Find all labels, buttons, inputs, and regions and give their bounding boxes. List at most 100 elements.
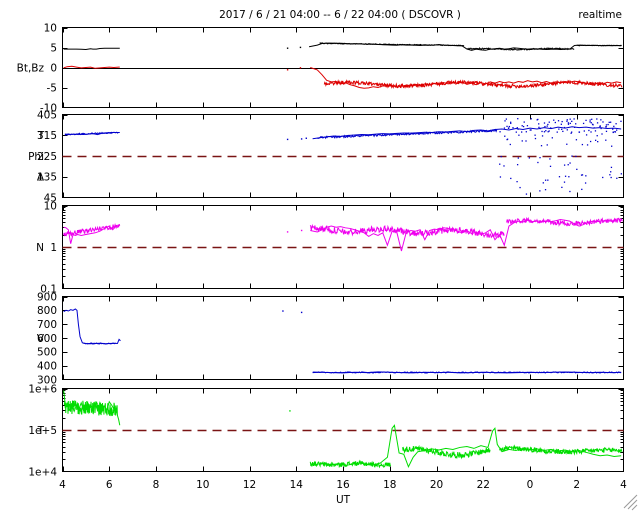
data-point bbox=[517, 157, 519, 159]
trace-t bbox=[63, 390, 622, 469]
y-tick-label: 1e+6 bbox=[28, 383, 57, 395]
data-point bbox=[571, 120, 573, 123]
data-point bbox=[508, 125, 511, 128]
trace-v bbox=[63, 308, 622, 374]
data-point bbox=[550, 127, 552, 129]
data-point bbox=[286, 231, 289, 233]
data-point bbox=[541, 135, 544, 137]
data-point bbox=[589, 140, 592, 143]
data-point bbox=[530, 118, 532, 120]
data-point bbox=[551, 137, 553, 139]
data-point bbox=[516, 180, 518, 183]
panel-phi-theta: 405 315 225 135 45 T Phi A bbox=[28, 109, 624, 204]
data-point bbox=[569, 190, 571, 193]
data-point bbox=[518, 134, 520, 136]
data-point bbox=[596, 118, 598, 120]
data-point bbox=[286, 138, 289, 141]
data-line-detail-temperature bbox=[402, 444, 491, 460]
y-tick-label: -10 bbox=[40, 102, 57, 114]
x-tick-label: 6 bbox=[106, 479, 113, 491]
y-tick-label: 45 bbox=[44, 192, 57, 204]
data-point bbox=[500, 155, 502, 158]
data-point bbox=[521, 131, 523, 133]
data-point bbox=[575, 123, 577, 125]
data-point bbox=[512, 127, 514, 129]
data-point bbox=[584, 182, 587, 184]
data-point bbox=[534, 134, 536, 136]
data-point bbox=[558, 128, 560, 130]
data-line-detail-bt-bz bbox=[323, 79, 623, 90]
data-point bbox=[589, 121, 591, 123]
data-point bbox=[605, 126, 607, 128]
data-point bbox=[575, 155, 577, 158]
data-point bbox=[300, 229, 303, 232]
panel-label: A bbox=[37, 172, 45, 184]
data-point bbox=[300, 138, 303, 140]
sparse-points-bt-bz bbox=[286, 67, 302, 71]
data-point bbox=[578, 131, 580, 133]
data-point bbox=[516, 127, 518, 129]
data-point bbox=[538, 123, 540, 125]
panel-label: N bbox=[36, 242, 44, 254]
data-point bbox=[537, 161, 539, 164]
data-point bbox=[593, 127, 595, 129]
data-point bbox=[563, 126, 566, 129]
data-point bbox=[510, 177, 512, 180]
data-point bbox=[590, 131, 592, 133]
data-point bbox=[503, 165, 505, 167]
data-line-detail-velocity bbox=[312, 371, 622, 374]
y-tick-label: 600 bbox=[37, 333, 57, 345]
data-point bbox=[569, 162, 571, 164]
x-axis-title: UT bbox=[336, 494, 351, 506]
data-point bbox=[581, 143, 584, 146]
data-line-detail-density bbox=[506, 216, 623, 227]
data-point bbox=[300, 311, 303, 314]
data-line-detail-density bbox=[309, 223, 505, 239]
data-point bbox=[570, 132, 572, 134]
data-point bbox=[620, 120, 622, 122]
data-point bbox=[567, 123, 570, 125]
data-point bbox=[592, 124, 594, 126]
data-point bbox=[534, 137, 537, 140]
data-line-detail-phi-theta bbox=[316, 128, 498, 140]
data-point bbox=[599, 125, 601, 127]
data-line bbox=[63, 65, 120, 69]
data-point bbox=[571, 131, 573, 133]
data-point bbox=[600, 127, 602, 130]
data-point bbox=[597, 141, 599, 143]
sparse-points-density bbox=[286, 229, 303, 233]
panel-frame bbox=[62, 296, 624, 380]
data-point bbox=[563, 181, 566, 183]
panel-bt-bz: 10 5 0 -5 -10 Bt,Bz bbox=[17, 22, 624, 114]
y-tick-label: 225 bbox=[37, 151, 57, 163]
data-point bbox=[516, 164, 519, 166]
data-point bbox=[519, 186, 521, 189]
data-point bbox=[620, 173, 623, 175]
data-point bbox=[305, 137, 307, 139]
data-line bbox=[63, 308, 121, 345]
data-point bbox=[503, 127, 506, 129]
data-line-detail-bt-bz bbox=[576, 44, 622, 47]
data-point bbox=[521, 125, 523, 127]
data-line-detail-phi-theta bbox=[64, 131, 119, 136]
x-tick-label: 8 bbox=[153, 479, 160, 491]
data-point bbox=[510, 121, 512, 123]
y-tick-label: -5 bbox=[47, 82, 57, 94]
data-point bbox=[543, 131, 546, 133]
data-point bbox=[547, 123, 549, 126]
data-point bbox=[539, 156, 541, 159]
data-point bbox=[547, 131, 549, 133]
data-point bbox=[585, 175, 587, 177]
data-point bbox=[610, 171, 612, 173]
data-point bbox=[507, 127, 510, 129]
data-point bbox=[581, 174, 584, 176]
data-point bbox=[612, 128, 614, 130]
data-point bbox=[600, 119, 602, 121]
data-point bbox=[590, 122, 592, 124]
panel-frame bbox=[62, 27, 624, 108]
window-resize-grip[interactable] bbox=[623, 494, 638, 511]
x-tick-label: 4 bbox=[620, 479, 627, 491]
data-point bbox=[543, 122, 546, 124]
data-point bbox=[509, 143, 511, 146]
data-point bbox=[510, 122, 512, 125]
